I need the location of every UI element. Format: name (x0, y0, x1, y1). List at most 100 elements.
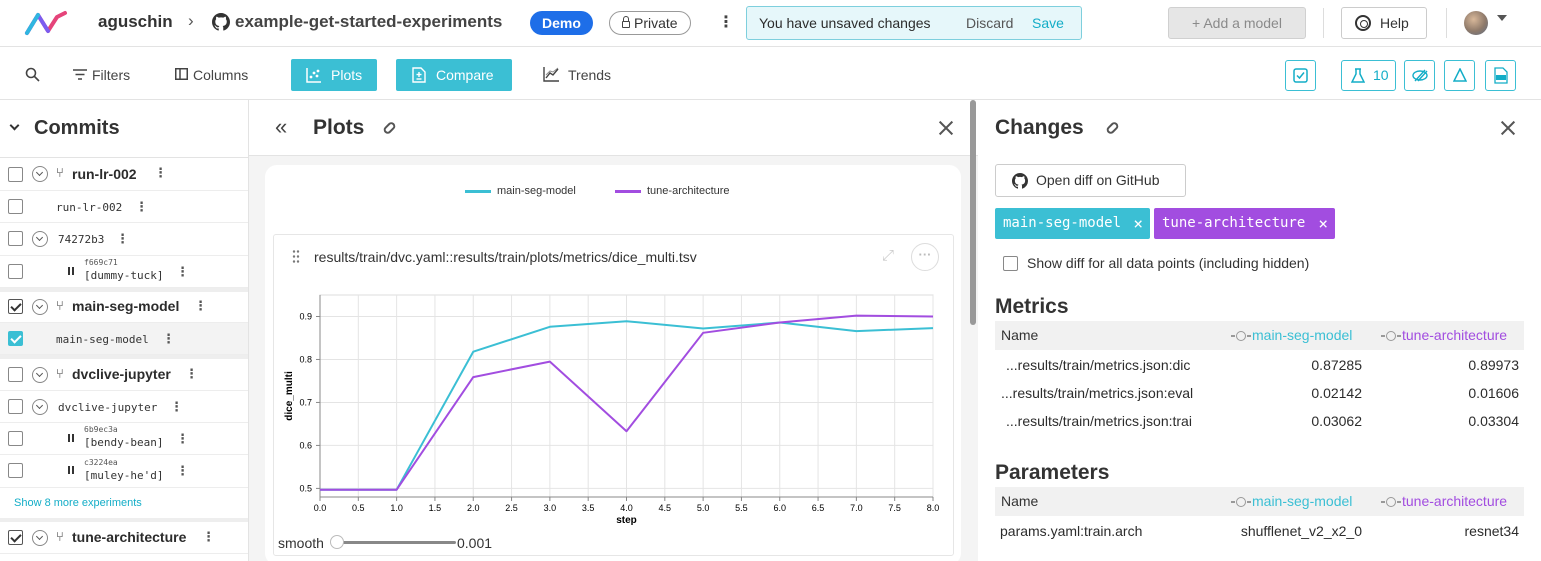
search-icon[interactable] (25, 67, 40, 82)
link-icon[interactable] (382, 120, 397, 136)
experiment-icon (1231, 497, 1251, 507)
avatar[interactable] (1464, 11, 1488, 35)
scrollbar[interactable] (970, 100, 976, 325)
list-item[interactable]: c3224ea [muley-he'd] ⋮ (0, 455, 248, 488)
column-header[interactable]: Name (1001, 327, 1039, 343)
row-checkbox[interactable] (8, 530, 23, 545)
x-tick-label: 1.0 (390, 503, 403, 513)
column-header-label: tune-architecture (1402, 493, 1508, 509)
trends-button[interactable]: Trends (568, 67, 612, 83)
dvc-logo-icon[interactable] (24, 9, 68, 37)
experiment-name: dvclive-jupyter (72, 366, 171, 382)
delta-button[interactable] (1444, 60, 1475, 91)
row-checkbox[interactable] (8, 299, 23, 314)
row-checkbox[interactable] (8, 367, 23, 382)
row-menu-icon[interactable]: ⋮ (116, 231, 129, 246)
list-item[interactable]: ⑂ dvclive-jupyter ⋮ (0, 359, 248, 391)
row-checkbox[interactable] (8, 199, 23, 214)
plots-label: Plots (331, 67, 363, 83)
row-checkbox[interactable] (8, 399, 23, 414)
row-checkbox[interactable] (8, 331, 23, 346)
list-item[interactable]: dvclive-jupyter ⋮ (0, 391, 248, 423)
x-tick-label: 3.0 (544, 503, 557, 513)
row-menu-icon[interactable]: ⋮ (176, 431, 189, 446)
list-item[interactable]: ⑂ main-seg-model ⋮ (0, 292, 248, 323)
expand-toggle-icon[interactable] (32, 367, 48, 383)
export-csv-button[interactable] (1485, 60, 1516, 91)
compare-button[interactable]: Compare (396, 59, 512, 91)
repo-menu-icon[interactable]: ⋮ (718, 14, 734, 31)
expand-toggle-icon[interactable] (32, 299, 48, 315)
plots-button[interactable]: Plots (291, 59, 377, 91)
row-checkbox[interactable] (8, 231, 23, 246)
param-name: params.yaml:train.arch (1000, 523, 1143, 539)
list-item[interactable]: ⑂ run-lr-002 ⋮ (0, 158, 248, 191)
column-header[interactable]: main-seg-model (1231, 493, 1352, 509)
open-diff-github-button[interactable]: Open diff on GitHub (995, 164, 1186, 197)
row-menu-icon[interactable]: ⋮ (176, 264, 189, 279)
divider (1446, 8, 1447, 38)
user-name[interactable]: aguschin (98, 12, 173, 31)
row-menu-icon[interactable]: ⋮ (154, 165, 167, 180)
row-menu-icon[interactable]: ⋮ (170, 399, 183, 414)
smooth-label: smooth (278, 535, 324, 551)
repo-name[interactable]: example-get-started-experiments (235, 12, 503, 31)
y-tick-label: 0.9 (299, 311, 312, 321)
list-item[interactable]: ⑂ tune-architecture ⋮ (0, 522, 248, 554)
columns-button[interactable]: Columns (193, 67, 249, 83)
filters-button[interactable]: Filters (92, 67, 131, 83)
row-menu-icon[interactable]: ⋮ (202, 529, 215, 544)
chevron-down-icon[interactable] (1497, 15, 1507, 21)
smooth-slider-track[interactable] (332, 541, 456, 544)
row-menu-icon[interactable]: ⋮ (185, 366, 198, 381)
column-header[interactable]: main-seg-model (1231, 327, 1353, 343)
hide-selected-button[interactable] (1404, 60, 1435, 91)
link-icon[interactable] (1105, 120, 1120, 136)
list-item[interactable]: 74272b3 ⋮ (0, 223, 248, 256)
discard-button[interactable]: Discard (966, 15, 1014, 31)
expand-icon[interactable]: ⤢ (882, 247, 895, 264)
remove-chip-icon[interactable]: × (1318, 214, 1328, 233)
collapse-panel-icon[interactable]: « (275, 114, 288, 139)
expand-toggle-icon[interactable] (32, 231, 48, 247)
list-item[interactable]: 6b9ec3a [bendy-bean] ⋮ (0, 423, 248, 455)
row-checkbox[interactable] (8, 167, 23, 182)
close-icon[interactable] (938, 120, 954, 136)
row-menu-icon[interactable]: ⋮ (162, 331, 175, 346)
row-checkbox[interactable] (8, 463, 23, 478)
row-menu-icon[interactable]: ⋮ (194, 298, 207, 313)
save-button[interactable]: Save (1032, 15, 1064, 31)
select-all-button[interactable] (1285, 60, 1316, 91)
param-value: resnet34 (1464, 523, 1519, 539)
list-item[interactable]: main-seg-model ⋮ (0, 323, 248, 355)
compare-icon (412, 67, 426, 83)
expand-toggle-icon[interactable] (32, 399, 48, 415)
x-tick-label: 7.5 (888, 503, 901, 513)
chevron-down-icon[interactable] (9, 120, 20, 131)
flask-icon (1351, 68, 1365, 83)
row-menu-icon[interactable]: ⋮ (135, 199, 148, 214)
list-item[interactable]: run-lr-002 ⋮ (0, 191, 248, 223)
show-diff-checkbox[interactable] (1003, 256, 1018, 271)
experiment-label: [dummy-tuck] (84, 269, 164, 282)
help-button[interactable]: Help (1341, 7, 1427, 39)
row-checkbox[interactable] (8, 431, 23, 446)
row-menu-icon[interactable]: ⋮ (176, 463, 189, 478)
expand-toggle-icon[interactable] (32, 166, 48, 182)
experiments-count-button[interactable]: 10 (1341, 60, 1396, 91)
column-header-label: main-seg-model (1252, 327, 1353, 343)
drag-handle-icon[interactable] (292, 249, 300, 265)
column-header[interactable]: tune-architecture (1381, 493, 1508, 509)
smooth-slider-thumb[interactable] (330, 535, 344, 549)
column-header[interactable]: tune-architecture (1381, 327, 1507, 343)
list-item[interactable]: f669c71 [dummy-tuck] ⋮ (0, 256, 248, 288)
private-label: Private (634, 15, 678, 31)
expand-toggle-icon[interactable] (32, 530, 48, 546)
row-checkbox[interactable] (8, 264, 23, 279)
show-more-link[interactable]: Show 8 more experiments (14, 497, 142, 509)
column-header[interactable]: Name (1001, 493, 1039, 509)
more-options-icon[interactable]: ··· (911, 243, 939, 271)
close-icon[interactable] (1500, 120, 1516, 136)
remove-chip-icon[interactable]: × (1133, 214, 1143, 233)
add-model-button[interactable]: + Add a model (1168, 7, 1306, 39)
